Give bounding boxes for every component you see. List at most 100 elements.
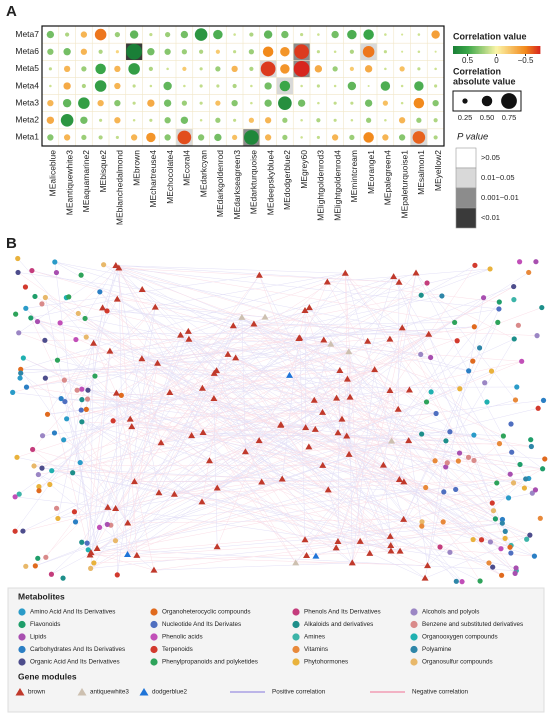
correlation-dot [63,134,71,141]
correlation-dot [149,118,153,122]
metabolite-node [36,488,42,494]
colorbar-swatch [521,46,523,54]
correlation-dot [317,101,320,105]
edge [130,323,255,420]
correlation-dot [398,134,406,141]
colorbar-swatch [457,46,460,54]
correlation-dot [215,117,221,123]
edge [213,398,337,549]
colorbar-swatch [534,46,537,54]
edge [37,321,375,370]
edge [348,272,417,352]
edge [346,370,492,437]
metabolite-node [29,267,35,274]
edge [352,369,375,563]
edge [289,375,516,574]
edge [280,424,504,437]
edge [253,268,491,325]
correlation-dot [417,33,421,36]
edge [131,426,329,491]
correlation-dot [46,30,55,39]
metabolite-node [505,495,512,501]
gene-node [398,324,406,331]
edge [134,429,316,482]
edge [127,392,171,524]
edge [158,351,349,493]
legend-dot [410,620,418,629]
gene-node [303,551,311,558]
edge [261,481,509,499]
gene-node [124,519,132,526]
correlation-dot [216,84,220,88]
colorbar-swatch [490,46,493,54]
metabolite-node [74,387,80,393]
edge [345,273,475,461]
legend-dot [150,633,158,641]
edge [339,370,399,410]
size-legend-label: 0.75 [502,113,517,122]
legend-label: Phenylpropanoids and polyketides [162,659,258,666]
metabolite-node [79,386,85,392]
metabolite-node [82,315,88,322]
correlation-dot [214,133,222,142]
edge [348,351,353,563]
edge [116,393,118,575]
metabolite-node [73,336,79,343]
edge [30,317,315,401]
row-label: Meta4 [15,80,39,90]
edge [403,308,500,520]
edge [341,418,525,489]
correlation-dot [63,65,71,73]
gene-node [277,421,285,428]
edge [157,308,499,364]
colorbar-swatch [499,46,502,54]
correlation-dot [65,32,70,37]
edge [93,343,117,394]
metabolite-node [424,280,430,286]
edge [32,449,392,552]
p-legend-label: 0.01~0.05 [481,173,515,182]
metabolite-node [499,572,505,578]
metabolite-node [428,389,434,395]
colorbar-swatch [497,46,500,54]
edge [314,399,502,549]
correlation-dot [129,30,139,39]
correlation-dot [260,61,276,77]
edge [153,562,353,571]
edge [233,325,375,370]
edge [298,326,475,339]
edge [169,339,324,393]
colorbar-swatch [532,46,535,54]
legend-triangle [77,688,87,696]
edge [45,317,242,379]
edge [383,465,391,537]
edge [304,310,456,490]
correlation-dot [434,84,438,88]
colorbar-swatch [466,46,468,54]
gene-node [128,423,136,430]
metabolite-node [18,370,24,376]
metabolite-node [423,484,429,491]
edge [63,439,135,482]
metabolite-node [419,431,425,437]
edge [328,489,502,576]
edge [127,370,217,524]
correlation-dot [114,31,120,38]
edge [201,412,323,503]
gene-node [396,547,404,554]
metabolite-node [521,485,528,491]
edge [314,400,391,546]
p-legend-swatch [455,147,477,169]
edge [349,397,400,480]
edge [78,313,404,520]
correlation-dot [417,50,421,53]
edge [374,369,437,414]
edge [337,370,341,542]
edge [314,344,332,401]
edge [337,432,543,470]
edge [45,337,300,379]
metabolite-node [17,375,23,381]
edge [141,276,394,359]
correlation-dot [282,134,288,141]
gene-node [305,443,313,450]
